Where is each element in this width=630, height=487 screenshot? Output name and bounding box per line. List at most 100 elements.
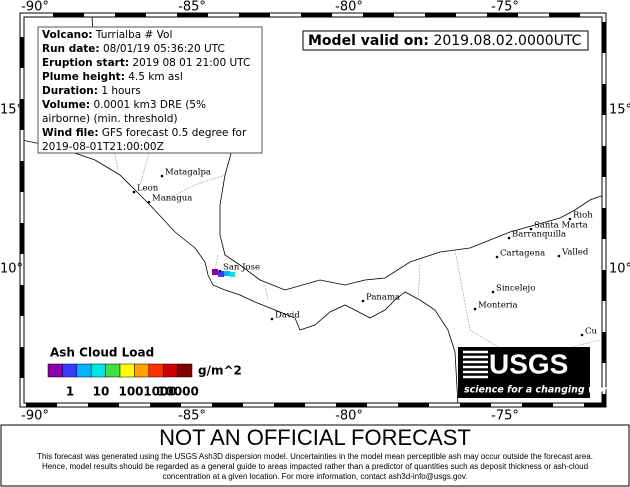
place-label: Santa Marta — [534, 221, 588, 231]
lon-label: -80° — [335, 409, 363, 424]
footer-title: NOT AN OFFICIAL FORECAST — [159, 425, 471, 450]
place-label: Cu — [585, 327, 598, 337]
info-text: Volcano: Turrialba # Vol Run date: 08/01/… — [42, 29, 250, 153]
info-value: GFS forecast 0.5 degree for — [102, 127, 247, 139]
ash-pixel — [224, 271, 230, 276]
lon-label: -90° — [21, 0, 49, 15]
place-label: Managua — [152, 194, 192, 204]
legend-title: Ash Cloud Load — [50, 346, 154, 360]
info-label: Duration: — [42, 85, 98, 97]
info-line: Plume height: 4.5 km asl — [42, 71, 183, 83]
info-value: Turrialba # Vol — [95, 29, 172, 41]
lat-label: 10° — [609, 262, 630, 277]
info-label: Volcano: — [42, 29, 93, 41]
info-line: airborne) (min. threshold) — [42, 113, 178, 125]
valid-value: 2019.08.02.0000UTC — [433, 33, 581, 49]
ash-pixel — [212, 269, 218, 275]
place-label: Panama — [366, 293, 400, 303]
place-dot — [473, 307, 477, 311]
place-label: Monteria — [478, 301, 518, 311]
axis-labels: -90°-90°-85°-85°-80°-80°-75°-75°15° 15°10… — [0, 0, 630, 424]
legend-swatch — [162, 363, 178, 378]
legend-tick: 1000 — [143, 385, 176, 399]
info-value: 2019-08-01T21:00:00Z — [42, 141, 164, 153]
info-label: Plume height: — [42, 71, 125, 83]
lat-label: 10° — [0, 262, 23, 277]
place-dot — [529, 227, 533, 231]
place-label: David — [275, 311, 300, 321]
legend-swatch — [76, 363, 92, 378]
ash-pixel — [230, 272, 235, 277]
info-line: Volcano: Turrialba # Vol — [42, 29, 172, 41]
place-label: Cartagena — [500, 249, 545, 259]
place-dot — [507, 236, 511, 240]
info-line: Wind file: GFS forecast 0.5 degree for — [42, 127, 247, 139]
logo-tagline: science for a changing world — [464, 385, 618, 396]
legend-tick: 1 — [66, 385, 74, 399]
place-dot — [147, 200, 151, 204]
legend-swatch — [62, 363, 78, 378]
legend-swatch — [134, 363, 150, 378]
info-value: airborne) (min. threshold) — [42, 113, 178, 125]
legend-swatch — [177, 363, 193, 378]
place-label: Sincelejo — [496, 284, 535, 294]
usgs-logo: USGS science for a changing world — [458, 347, 618, 398]
place-label: San Jose — [223, 263, 260, 273]
lon-label: -80° — [335, 0, 363, 15]
legend-tick: 10 — [93, 385, 110, 399]
place-dot — [132, 190, 136, 194]
place-label: Rioh — [573, 211, 593, 221]
footer-line: Hence, model results should be regarded … — [42, 462, 588, 471]
place-dot — [568, 217, 572, 221]
footer-box — [0, 424, 630, 487]
place-dot — [491, 290, 495, 294]
map-frame-ticks — [20, 13, 606, 407]
place-dot — [361, 299, 365, 303]
place-label: Valled — [561, 248, 589, 258]
footer-line: This forecast was generated using the US… — [37, 452, 593, 461]
valid-label: Model valid on: — [308, 33, 429, 49]
place-label: Matagalpa — [165, 168, 211, 178]
lon-label: -90° — [21, 409, 49, 424]
info-label: Eruption start: — [42, 57, 129, 69]
footer-line: concentration at a given location. For m… — [162, 472, 467, 481]
legend-swatch — [119, 363, 135, 378]
coastline — [21, 139, 459, 406]
place-dot — [270, 317, 274, 321]
lon-label: -85° — [178, 0, 206, 15]
lon-label: -85° — [178, 409, 206, 424]
legend-tick: 100 — [118, 385, 143, 399]
info-value: 0.0001 km3 DRE (5% — [93, 99, 206, 111]
lon-label: -75° — [491, 409, 519, 424]
legend-unit: g/m^2 — [198, 364, 242, 378]
info-line: Eruption start: 2019 08 01 21:00 UTC — [42, 57, 250, 69]
place-dot — [218, 269, 222, 273]
lat-label: 15° — [0, 103, 23, 118]
info-value: 2019 08 01 21:00 UTC — [132, 57, 250, 69]
valid-box — [302, 30, 589, 51]
lat-label: 15° — [609, 103, 630, 118]
info-label: Wind file: — [42, 127, 99, 139]
place-dot — [580, 333, 584, 337]
logo-text: USGS — [489, 348, 568, 379]
info-line: 2019-08-01T21:00:00Z — [42, 141, 164, 153]
info-value: 08/01/19 05:36:20 UTC — [103, 43, 225, 55]
info-label: Volume: — [42, 99, 90, 111]
ash-cloud — [212, 269, 235, 277]
info-value: 1 hours — [101, 85, 141, 97]
info-line: Run date: 08/01/19 05:36:20 UTC — [42, 43, 225, 55]
place-dot — [495, 255, 499, 259]
info-value: 4.5 km asl — [128, 71, 183, 83]
info-line: Volume: 0.0001 km3 DRE (5% — [42, 99, 206, 111]
place-dot — [557, 254, 561, 258]
legend-swatch — [47, 363, 63, 378]
logo-waves — [463, 350, 488, 379]
footer-text: This forecast was generated using the US… — [37, 452, 593, 481]
legend-tick: 10000 — [157, 385, 199, 399]
legend-swatch — [105, 363, 121, 378]
place-label: Barranquilla — [512, 230, 566, 240]
lon-label: -75° — [491, 0, 519, 15]
